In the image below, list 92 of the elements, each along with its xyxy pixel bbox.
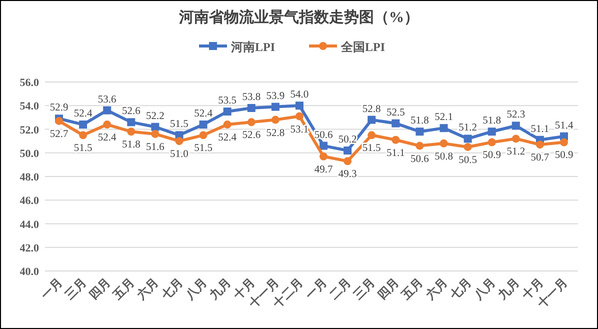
- data-label: 51.4: [554, 120, 574, 132]
- data-label: 51.8: [410, 116, 429, 127]
- point: [488, 138, 496, 146]
- y-tick-label: 52.0: [20, 124, 40, 136]
- y-tick-label: 54.0: [20, 100, 40, 113]
- point: [512, 122, 520, 130]
- point: [151, 122, 160, 131]
- data-label: 49.7: [314, 164, 333, 176]
- data-label: 53.6: [98, 94, 116, 106]
- point: [127, 118, 136, 126]
- data-label: 51.8: [122, 140, 140, 151]
- data-label: 50.8: [434, 151, 453, 162]
- point: [344, 157, 352, 166]
- data-label: 52.4: [98, 132, 118, 144]
- data-label: 52.4: [74, 108, 93, 120]
- data-label: 52.8: [362, 104, 381, 115]
- data-label: 53.5: [218, 96, 237, 107]
- data-label: 54.0: [290, 90, 309, 101]
- point: [127, 128, 136, 136]
- data-label: 52.6: [122, 106, 140, 118]
- point: [223, 120, 232, 129]
- data-label: 50.9: [482, 150, 502, 162]
- point: [440, 124, 448, 132]
- data-label: 50.6: [410, 154, 429, 165]
- point: [440, 139, 448, 148]
- chart-title: 河南省物流业景气指数走势图（%）: [178, 8, 419, 26]
- data-label: 51.2: [506, 146, 526, 158]
- point: [344, 146, 352, 155]
- point: [223, 108, 232, 116]
- point: [392, 136, 400, 144]
- y-tick-label: 46.0: [20, 195, 40, 208]
- point: [368, 131, 376, 140]
- point: [464, 142, 472, 151]
- point: [416, 128, 424, 136]
- y-tick-label: 40.0: [20, 266, 40, 278]
- data-label: 52.5: [386, 107, 405, 118]
- data-label: 52.4: [218, 132, 238, 144]
- point: [392, 119, 400, 128]
- point: [295, 112, 304, 120]
- point: [488, 128, 496, 136]
- legend-label: 全国LPI: [340, 40, 386, 54]
- data-label: 51.5: [74, 143, 92, 154]
- y-tick-label: 48.0: [20, 172, 40, 184]
- point: [103, 120, 112, 129]
- point: [271, 102, 280, 111]
- point: [151, 130, 160, 138]
- data-label: 51.1: [530, 124, 550, 135]
- data-label: 52.8: [266, 128, 285, 139]
- point: [320, 142, 328, 150]
- point: [103, 106, 112, 114]
- point: [199, 131, 208, 140]
- point: [79, 120, 88, 129]
- point: [175, 137, 184, 146]
- y-tick-label: 50.0: [20, 148, 40, 160]
- y-tick-label: 56.0: [20, 77, 40, 89]
- point: [320, 152, 328, 160]
- data-label: 51.5: [194, 143, 212, 154]
- data-label: 51.6: [146, 142, 164, 153]
- data-label: 49.3: [338, 169, 357, 180]
- y-tick-label: 42.0: [20, 242, 40, 254]
- data-label: 51.8: [482, 116, 502, 127]
- data-label: 52.3: [506, 110, 526, 121]
- point: [536, 140, 544, 149]
- data-label: 52.7: [50, 128, 68, 140]
- data-label: 51.2: [458, 122, 477, 134]
- data-label: 53.9: [266, 90, 285, 102]
- data-label: 50.9: [554, 150, 574, 162]
- data-label: 52.1: [434, 112, 453, 124]
- y-tick-label: 44.0: [20, 218, 40, 231]
- data-label: 50.7: [530, 152, 550, 164]
- data-label: 53.8: [242, 92, 261, 103]
- point: [295, 102, 304, 110]
- point: [368, 116, 376, 124]
- point: [464, 134, 472, 143]
- point: [560, 138, 568, 146]
- point: [271, 116, 280, 124]
- point: [247, 104, 256, 112]
- point: [79, 131, 88, 140]
- data-label: 51.1: [386, 148, 405, 159]
- point: [247, 118, 256, 126]
- point: [512, 134, 520, 143]
- data-label: 51.5: [170, 119, 188, 130]
- data-label: 52.6: [242, 130, 261, 142]
- data-label: 52.2: [146, 110, 164, 122]
- data-label: 51.0: [170, 149, 188, 160]
- point: [199, 120, 208, 129]
- data-label: 50.5: [458, 154, 477, 166]
- data-label: 52.4: [194, 108, 214, 120]
- legend-label: 河南LPI: [230, 40, 276, 54]
- data-label: 52.9: [50, 102, 68, 114]
- point: [416, 142, 424, 150]
- data-label: 51.5: [362, 143, 381, 154]
